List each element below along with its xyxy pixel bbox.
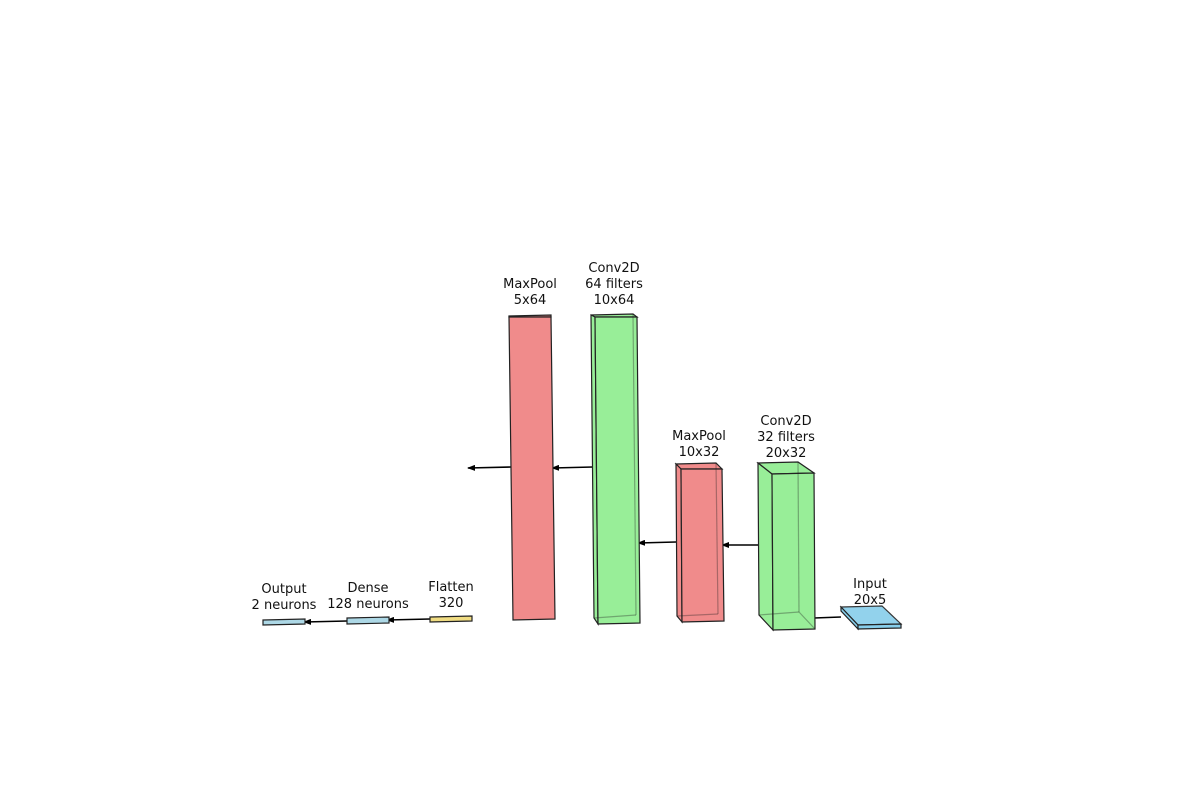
conv2d-32-block — [756, 461, 816, 632]
arrow-flatten-to-dense — [386, 616, 431, 623]
dense-block — [346, 616, 390, 625]
arrow-pool2-to-flatten — [467, 464, 513, 471]
connections — [303, 464, 842, 625]
maxpool-10x32-block — [674, 462, 725, 624]
arrow-pool1-to-conv2 — [637, 539, 677, 546]
label-conv2d-64: Conv2D 64 filters 10x64 — [574, 261, 654, 309]
label-conv2d-32: Conv2D 32 filters 20x32 — [746, 414, 826, 462]
label-output-name: Output — [261, 582, 307, 597]
label-conv2d-64-name: Conv2D — [588, 261, 640, 276]
label-maxpool-10x32-shape: 10x32 — [678, 445, 720, 460]
arrow-conv2-to-pool2 — [551, 464, 594, 471]
label-input-shape: 20x5 — [853, 593, 887, 608]
maxpool-5x64-block — [508, 314, 556, 621]
label-maxpool-10x32: MaxPool 10x32 — [664, 429, 734, 461]
label-maxpool-5x64-shape: 5x64 — [513, 293, 547, 308]
label-maxpool-5x64: MaxPool 5x64 — [495, 277, 565, 309]
label-conv2d-32-filters: 32 filters — [757, 430, 815, 445]
arrow-input-to-conv1 — [813, 616, 842, 619]
conv2d-64-block — [590, 313, 641, 627]
label-flatten: Flatten 320 — [416, 580, 486, 612]
output-block — [262, 618, 306, 626]
label-output: Output 2 neurons — [244, 582, 324, 614]
label-dense: Dense 128 neurons — [318, 581, 418, 613]
label-output-size: 2 neurons — [251, 598, 317, 613]
flatten-block — [429, 615, 473, 623]
label-flatten-name: Flatten — [428, 580, 474, 595]
label-maxpool-10x32-name: MaxPool — [672, 429, 726, 444]
label-conv2d-32-shape: 20x32 — [765, 446, 807, 461]
label-flatten-size: 320 — [438, 596, 464, 611]
input-layer-block — [839, 605, 903, 631]
arrow-dense-to-output — [303, 618, 348, 625]
label-conv2d-64-shape: 10x64 — [593, 293, 635, 308]
label-input-name: Input — [853, 577, 887, 592]
label-conv2d-32-name: Conv2D — [760, 414, 812, 429]
label-dense-size: 128 neurons — [327, 597, 409, 612]
label-conv2d-64-filters: 64 filters — [585, 277, 643, 292]
label-input: Input 20x5 — [840, 577, 900, 609]
label-dense-name: Dense — [347, 581, 389, 596]
label-maxpool-5x64-name: MaxPool — [503, 277, 557, 292]
